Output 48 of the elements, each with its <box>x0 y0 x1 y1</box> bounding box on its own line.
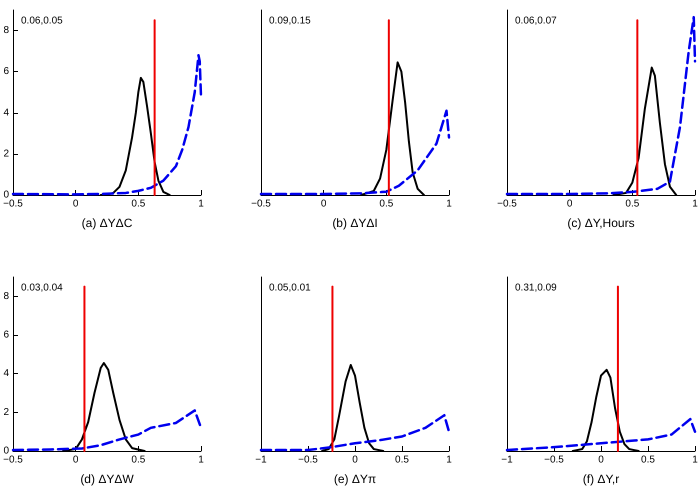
x-tick-label: 0 <box>72 198 79 210</box>
y-tick-label: 4 <box>3 107 10 118</box>
x-tick-label: 0 <box>598 454 604 466</box>
x-axis-title: (f) ΔY,r <box>582 472 620 486</box>
x-axis-title: (e) ΔYπ <box>334 472 376 486</box>
x-tick-label: 0.5 <box>625 198 640 210</box>
x-tick-label: −1 <box>255 454 268 466</box>
x-tick-label: 1 <box>198 198 204 210</box>
x-tick-label: 1 <box>198 454 204 466</box>
y-tick-label: 2 <box>3 148 10 160</box>
x-tick-label: 0.5 <box>131 198 146 210</box>
y-tick-label: 4 <box>3 368 10 380</box>
x-tick-label: −0.5 <box>3 198 24 210</box>
x-axis-title: (c) ΔY,Hours <box>567 216 635 230</box>
y-tick-label: 0 <box>3 190 10 200</box>
x-tick-label: −0.5 <box>497 198 518 210</box>
x-tick-label: 1 <box>446 454 452 466</box>
x-tick-label: 0 <box>352 454 358 466</box>
annotation: 0.09,0.15 <box>269 16 312 26</box>
x-tick-label: 0 <box>320 198 327 210</box>
x-tick-label: 1 <box>692 198 698 210</box>
y-tick-label: 6 <box>3 330 10 340</box>
x-axis-title: (d) ΔYΔW <box>80 472 134 486</box>
x-tick-label: −1 <box>501 454 514 466</box>
x-axis-title: (a) ΔYΔC <box>82 216 133 230</box>
annotation: 0.06,0.05 <box>21 16 64 26</box>
y-tick-label: 2 <box>3 406 10 418</box>
x-tick-label: 1 <box>446 198 452 210</box>
y-tick-label: 8 <box>3 25 10 36</box>
x-tick-label: 0 <box>566 198 573 210</box>
y-tick-label: 6 <box>3 66 10 78</box>
x-tick-label: −0.5 <box>298 454 318 466</box>
y-tick-label: 0 <box>3 446 10 456</box>
x-tick-label: 0.5 <box>395 454 410 466</box>
x-tick-label: 0 <box>72 454 79 466</box>
annotation: 0.06,0.07 <box>515 16 558 26</box>
annotation: 0.03,0.04 <box>21 282 64 294</box>
y-tick-label: 8 <box>3 290 10 302</box>
x-tick-label: −0.5 <box>251 198 272 210</box>
x-tick-label: 1 <box>692 454 698 466</box>
annotation: 0.05,0.01 <box>269 282 312 294</box>
x-tick-label: 0.5 <box>379 198 394 210</box>
x-tick-label: 0.5 <box>641 454 656 466</box>
x-tick-label: −0.5 <box>544 454 564 466</box>
x-axis-title: (b) ΔYΔI <box>332 216 378 230</box>
x-tick-label: −0.5 <box>3 454 24 466</box>
x-tick-label: 0.5 <box>131 454 146 466</box>
annotation: 0.31,0.09 <box>515 282 558 294</box>
